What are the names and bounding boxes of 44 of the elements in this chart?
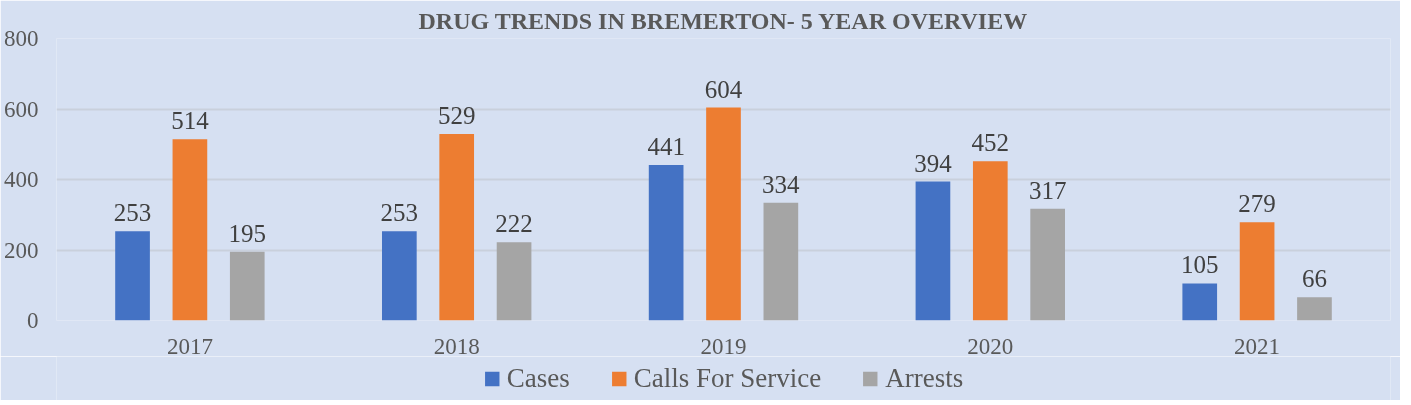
bar — [915, 181, 951, 321]
bar — [1182, 283, 1218, 321]
data-label: 222 — [495, 210, 533, 238]
x-tick-label: 2018 — [433, 333, 480, 359]
data-label: 105 — [1180, 251, 1219, 279]
bar — [382, 231, 417, 321]
bar — [229, 251, 265, 321]
bar — [172, 139, 208, 321]
data-label: 334 — [762, 170, 801, 198]
bar — [1030, 208, 1065, 321]
data-label: 604 — [704, 75, 743, 103]
data-label: 441 — [647, 133, 685, 161]
data-label: 514 — [171, 107, 210, 135]
bar — [972, 161, 1008, 321]
y-tick-label: 400 — [4, 167, 39, 192]
bar — [706, 107, 741, 321]
y-tick-label: 800 — [4, 26, 39, 51]
legend-label: Cases — [506, 362, 570, 394]
y-tick-label: 200 — [4, 237, 39, 263]
bar — [648, 165, 684, 321]
data-label: 279 — [1238, 190, 1276, 218]
data-label: 195 — [228, 219, 267, 247]
bar — [115, 231, 150, 321]
x-tick-label: 2020 — [967, 333, 1014, 359]
y-tick-label: 600 — [4, 96, 39, 122]
y-tick-label: 0 — [27, 308, 39, 333]
x-tick-label: 2017 — [166, 333, 213, 359]
legend-label: Arrests — [885, 362, 964, 394]
bar — [1297, 297, 1332, 321]
data-label: 317 — [1028, 176, 1067, 204]
x-tick-label: 2021 — [1234, 333, 1281, 359]
bar — [763, 202, 799, 321]
data-label: 452 — [971, 129, 1010, 157]
chart-title: DRUG TRENDS IN BREMERTON- 5 YEAR OVERVIEW — [418, 7, 1028, 34]
data-label: 394 — [914, 149, 953, 177]
bar — [439, 134, 475, 321]
data-label: 66 — [1301, 265, 1327, 293]
bar — [1239, 222, 1275, 321]
data-label: 253 — [113, 199, 152, 227]
x-tick-label: 2019 — [700, 333, 747, 359]
legend-label: Calls For Service — [633, 362, 822, 394]
data-label: 529 — [437, 102, 476, 130]
bar — [496, 242, 532, 321]
data-label: 253 — [380, 199, 419, 227]
